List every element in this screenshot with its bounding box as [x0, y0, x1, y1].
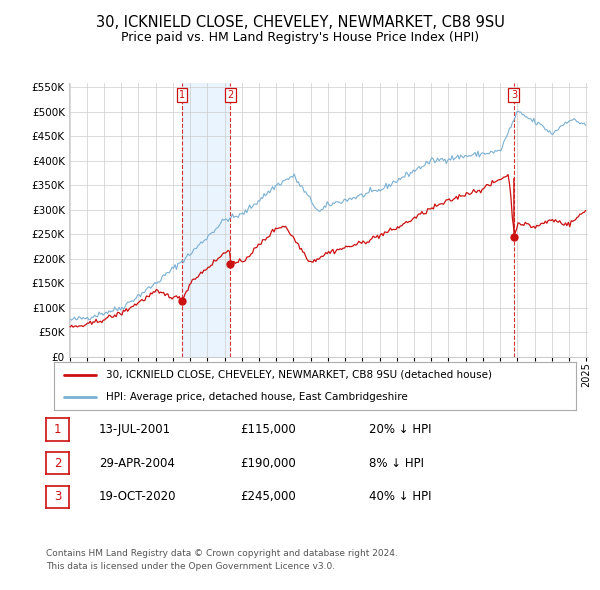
Text: HPI: Average price, detached house, East Cambridgeshire: HPI: Average price, detached house, East…: [106, 392, 408, 402]
Text: £245,000: £245,000: [240, 490, 296, 503]
Text: 30, ICKNIELD CLOSE, CHEVELEY, NEWMARKET, CB8 9SU: 30, ICKNIELD CLOSE, CHEVELEY, NEWMARKET,…: [95, 15, 505, 30]
Text: 1: 1: [54, 423, 61, 436]
Text: 2: 2: [54, 457, 61, 470]
Text: 20% ↓ HPI: 20% ↓ HPI: [369, 423, 431, 436]
Text: Price paid vs. HM Land Registry's House Price Index (HPI): Price paid vs. HM Land Registry's House …: [121, 31, 479, 44]
Text: 2: 2: [227, 90, 233, 100]
Text: 3: 3: [54, 490, 61, 503]
Text: 3: 3: [511, 90, 517, 100]
Text: 29-APR-2004: 29-APR-2004: [99, 457, 175, 470]
Text: 8% ↓ HPI: 8% ↓ HPI: [369, 457, 424, 470]
Text: £190,000: £190,000: [240, 457, 296, 470]
Text: 13-JUL-2001: 13-JUL-2001: [99, 423, 171, 436]
Text: 30, ICKNIELD CLOSE, CHEVELEY, NEWMARKET, CB8 9SU (detached house): 30, ICKNIELD CLOSE, CHEVELEY, NEWMARKET,…: [106, 370, 492, 380]
Text: This data is licensed under the Open Government Licence v3.0.: This data is licensed under the Open Gov…: [46, 562, 335, 571]
Text: Contains HM Land Registry data © Crown copyright and database right 2024.: Contains HM Land Registry data © Crown c…: [46, 549, 398, 558]
Text: £115,000: £115,000: [240, 423, 296, 436]
Bar: [182, 83, 230, 357]
Text: 40% ↓ HPI: 40% ↓ HPI: [369, 490, 431, 503]
Text: 1: 1: [179, 90, 185, 100]
Text: 19-OCT-2020: 19-OCT-2020: [99, 490, 176, 503]
